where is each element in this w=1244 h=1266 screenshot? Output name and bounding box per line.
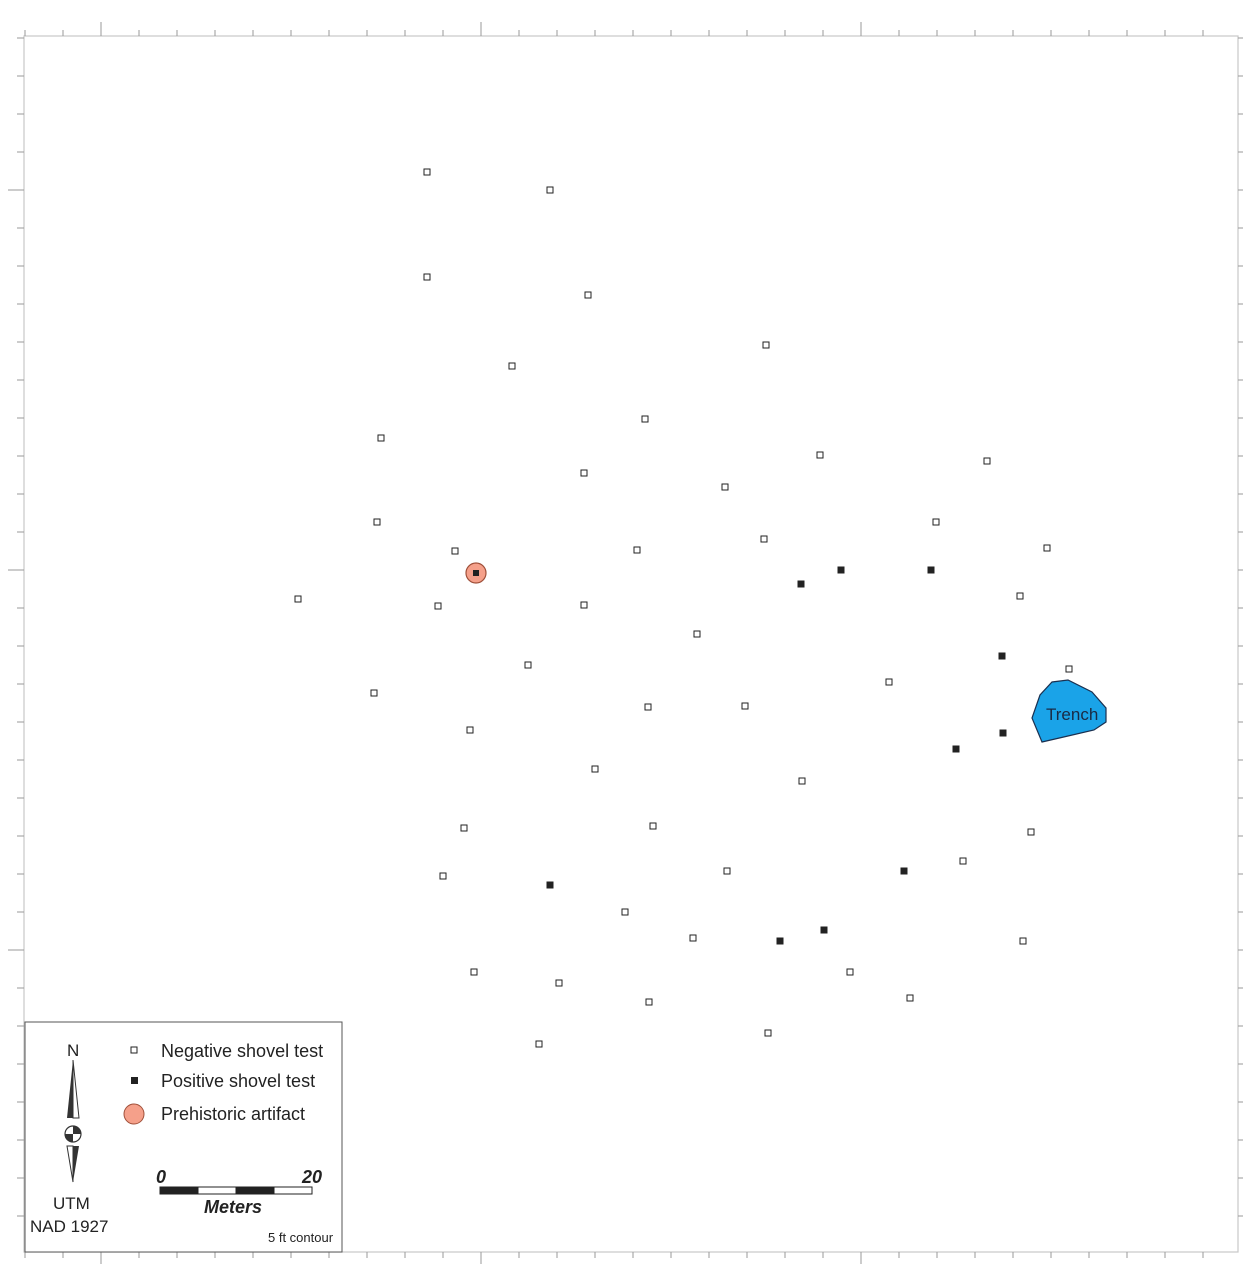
negative-shovel-test [377, 434, 385, 442]
positive-shovel-test [797, 580, 805, 588]
negative-shovel-test [591, 765, 599, 773]
positive-shovel-test [999, 729, 1007, 737]
negative-shovel-test [689, 934, 697, 942]
positive-test-symbol [131, 1077, 138, 1084]
negative-shovel-test [645, 998, 653, 1006]
positive-shovel-test [927, 566, 935, 574]
negative-shovel-test [1043, 544, 1051, 552]
negative-shovel-test [1019, 937, 1027, 945]
negative-shovel-test [423, 168, 431, 176]
negative-shovel-test [959, 857, 967, 865]
positive-shovel-test [546, 881, 554, 889]
positive-test-label: Positive shovel test [161, 1071, 315, 1091]
negative-shovel-test [1027, 828, 1035, 836]
negative-shovel-test [451, 547, 459, 555]
negative-shovel-test [760, 535, 768, 543]
negative-shovel-test [649, 822, 657, 830]
negative-shovel-test [693, 630, 701, 638]
artifact-positive-test [473, 570, 479, 576]
north-arrow-icon: N [64, 1041, 82, 1183]
negative-shovel-test [885, 678, 893, 686]
negative-shovel-test [846, 968, 854, 976]
negative-shovel-test [1016, 592, 1024, 600]
negative-shovel-test [641, 415, 649, 423]
scale-unit: Meters [204, 1197, 262, 1217]
scale-bar: 0 20 Meters [156, 1167, 322, 1217]
artifact-label: Prehistoric artifact [161, 1104, 305, 1124]
positive-shovel-test [837, 566, 845, 574]
negative-shovel-test [764, 1029, 772, 1037]
negative-shovel-test [621, 908, 629, 916]
negative-shovel-test [470, 968, 478, 976]
negative-shovel-test [983, 457, 991, 465]
negative-shovel-test [439, 872, 447, 880]
positive-shovel-test [776, 937, 784, 945]
negative-shovel-test [584, 291, 592, 299]
scale-end: 20 [301, 1167, 322, 1187]
negative-shovel-test [1065, 665, 1073, 673]
positive-shovel-test [998, 652, 1006, 660]
negative-shovel-test [798, 777, 806, 785]
negative-shovel-test [816, 451, 824, 459]
negative-shovel-test [373, 518, 381, 526]
artifact-symbol [123, 1103, 145, 1125]
negative-shovel-test [524, 661, 532, 669]
negative-shovel-test [762, 341, 770, 349]
negative-shovel-test [906, 994, 914, 1002]
negative-shovel-test [555, 979, 563, 987]
scale-start: 0 [156, 1167, 166, 1187]
positive-shovel-tests [546, 566, 1007, 945]
negative-shovel-test [294, 595, 302, 603]
positive-shovel-test [900, 867, 908, 875]
negative-shovel-tests [294, 168, 1073, 1048]
negative-test-symbol [130, 1046, 138, 1054]
negative-shovel-test [932, 518, 940, 526]
projection-label-1: UTM [53, 1194, 90, 1213]
negative-shovel-test [580, 469, 588, 477]
projection-label-2: NAD 1927 [30, 1217, 108, 1236]
north-label: N [67, 1041, 79, 1060]
negative-shovel-test [535, 1040, 543, 1048]
negative-shovel-test [434, 602, 442, 610]
negative-shovel-test [423, 273, 431, 281]
negative-shovel-test [460, 824, 468, 832]
trench-label: Trench [1046, 705, 1098, 724]
negative-shovel-test [644, 703, 652, 711]
negative-shovel-test [633, 546, 641, 554]
negative-shovel-test [466, 726, 474, 734]
negative-shovel-test [370, 689, 378, 697]
negative-shovel-test [723, 867, 731, 875]
negative-test-label: Negative shovel test [161, 1041, 323, 1061]
negative-shovel-test [508, 362, 516, 370]
contour-note: 5 ft contour [268, 1230, 334, 1245]
positive-shovel-test [952, 745, 960, 753]
negative-shovel-test [546, 186, 554, 194]
negative-shovel-test [580, 601, 588, 609]
positive-shovel-test [820, 926, 828, 934]
trench-polygon [1031, 679, 1107, 743]
legend: N UTM NAD 1927 Negative shovel test Posi… [24, 1021, 343, 1253]
map-frame [23, 35, 1239, 1253]
negative-shovel-test [721, 483, 729, 491]
negative-shovel-test [741, 702, 749, 710]
map-frame-ticks [8, 22, 1243, 1264]
